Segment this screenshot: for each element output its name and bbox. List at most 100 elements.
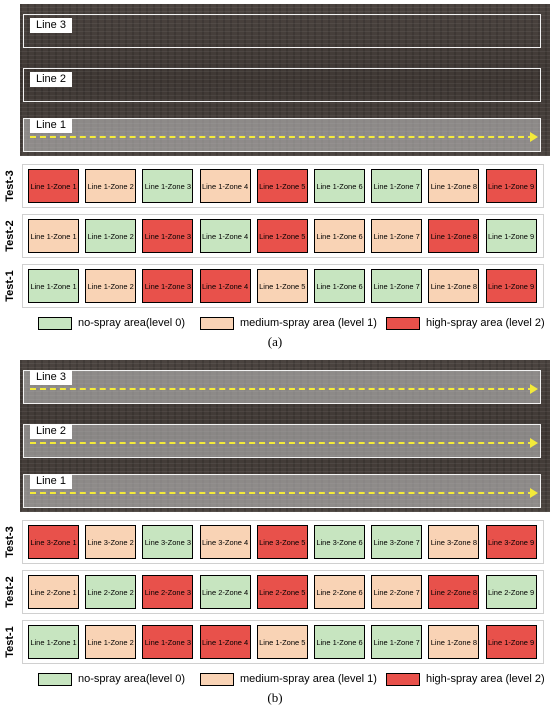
legend: no-spray area(level 0) medium-spray area … [0,670,550,688]
field-image: Line 3 Line 2 Line 1 [20,360,550,512]
test-label-text: Test-1 [4,270,16,302]
test-label: Test-2 [0,214,20,258]
zone-cell: Line 2-Zone 1 [28,575,79,609]
test-label: Test-3 [0,520,20,564]
zone-cell: Line 1-Zone 6 [314,269,365,303]
line-label: Line 1 [30,474,72,489]
zone-cell: Line 1-Zone 5 [256,169,308,203]
legend-label-level-1: medium-spray area (level 1) [240,317,377,329]
travel-direction-arrow [30,384,538,394]
zone-cell: Line 3-Zone 7 [371,525,423,559]
zone-cell: Line 1-Zone 7 [371,169,423,203]
spray-line-strip: Line 2 [23,424,541,458]
zone-cell: Line 3-Zone 1 [28,525,79,559]
zone-cell: Line 1-Zone 3 [142,169,194,203]
zone-cell: Line 2-Zone 2 [85,575,137,609]
zone-cell: Line 1-Zone 8 [428,219,480,253]
line-label: Line 2 [30,72,72,87]
zone-cell: Line 1-Zone 9 [485,219,537,253]
zone-cell: Line 1-Zone 9 [485,169,537,203]
zone-cell: Line 1-Zone 1 [28,269,79,303]
zone-cell: Line 3-Zone 9 [485,525,537,559]
zone-cell: Line 2-Zone 8 [428,575,480,609]
zone-cell: Line 2-Zone 3 [142,575,194,609]
zone-cell: Line 1-Zone 7 [371,269,423,303]
zone-cell: Line 1-Zone 5 [256,625,308,659]
zone-cell: Line 1-Zone 6 [314,219,365,253]
test-label-text: Test-1 [4,626,16,658]
line-label: Line 3 [30,370,72,385]
test-label-text: Test-3 [4,170,16,202]
legend: no-spray area(level 0) medium-spray area … [0,314,550,332]
travel-direction-arrow [30,132,538,142]
zone-cell: Line 2-Zone 9 [485,575,537,609]
zone-cell: Line 1-Zone 8 [428,269,480,303]
legend-swatch-level-0 [38,317,72,330]
zone-cell: Line 1-Zone 8 [428,169,480,203]
zone-cell: Line 1-Zone 6 [314,625,365,659]
panel-b: Line 3 Line 2 Line 1 Test-3 Line 3-Zone 1 Lin… [0,356,550,706]
zone-cell: Line 3-Zone 6 [314,525,365,559]
zone-cell: Line 1-Zone 1 [28,169,79,203]
line-label: Line 3 [30,18,72,33]
zone-cell: Line 1-Zone 3 [142,625,194,659]
zone-cell: Line 1-Zone 7 [371,219,423,253]
legend-swatch-level-2 [386,317,420,330]
panel-caption: (b) [267,690,283,705]
spray-line-strip: Line 3 [23,370,541,404]
panel-a: Line 3 Line 2 Line 1 Test-3 Line 1-Zone 1 Lin… [0,0,550,350]
spray-line-strip: Line 3 [23,14,541,48]
zone-cell: Line 1-Zone 2 [85,269,137,303]
legend-label-level-2: high-spray area (level 2) [426,673,545,685]
legend-label-level-2: high-spray area (level 2) [426,317,545,329]
zone-cell: Line 3-Zone 4 [199,525,251,559]
field-image: Line 3 Line 2 Line 1 [20,4,550,156]
test-label-text: Test-2 [4,220,16,252]
zone-cell: Line 1-Zone 7 [371,625,423,659]
zone-cell: Line 2-Zone 6 [314,575,365,609]
zone-cell: Line 3-Zone 8 [428,525,480,559]
zone-cell: Line 1-Zone 2 [85,169,137,203]
zone-cell: Line 1-Zone 2 [85,625,137,659]
zone-cell: Line 1-Zone 3 [142,269,194,303]
line-label: Line 1 [30,118,72,133]
zone-cell: Line 2-Zone 5 [256,575,308,609]
zone-cell: Line 1-Zone 3 [142,219,194,253]
line-label: Line 2 [30,424,72,439]
test-label-text: Test-3 [4,526,16,558]
zone-cell: Line 1-Zone 9 [485,269,537,303]
test-label: Test-3 [0,164,20,208]
zone-cell: Line 2-Zone 7 [371,575,423,609]
zone-cell: Line 1-Zone 4 [199,269,251,303]
zone-cell: Line 1-Zone 4 [199,219,251,253]
legend-label-level-1: medium-spray area (level 1) [240,673,377,685]
zone-cell: Line 1-Zone 8 [428,625,480,659]
zone-cell: Line 1-Zone 4 [199,625,251,659]
legend-swatch-level-1 [200,317,234,330]
zone-cell: Line 2-Zone 4 [199,575,251,609]
zone-cell: Line 3-Zone 2 [85,525,137,559]
zone-cell: Line 1-Zone 5 [256,269,308,303]
spray-line-strip: Line 2 [23,68,541,102]
spray-line-strip: Line 1 [23,118,541,152]
test-label-text: Test-2 [4,576,16,608]
spray-line-strip: Line 1 [23,474,541,508]
panel-caption: (a) [267,334,283,349]
test-label: Test-2 [0,570,20,614]
zone-cell: Line 1-Zone 1 [28,625,79,659]
zone-cell: Line 1-Zone 9 [485,625,537,659]
zone-cell: Line 1-Zone 1 [28,219,79,253]
legend-swatch-level-2 [386,673,420,686]
zone-cell: Line 3-Zone 3 [142,525,194,559]
legend-label-level-0: no-spray area(level 0) [78,673,185,685]
zone-cell: Line 1-Zone 2 [85,219,137,253]
zone-cell: Line 1-Zone 5 [256,219,308,253]
zone-cell: Line 1-Zone 4 [199,169,251,203]
zone-cell: Line 1-Zone 6 [314,169,365,203]
